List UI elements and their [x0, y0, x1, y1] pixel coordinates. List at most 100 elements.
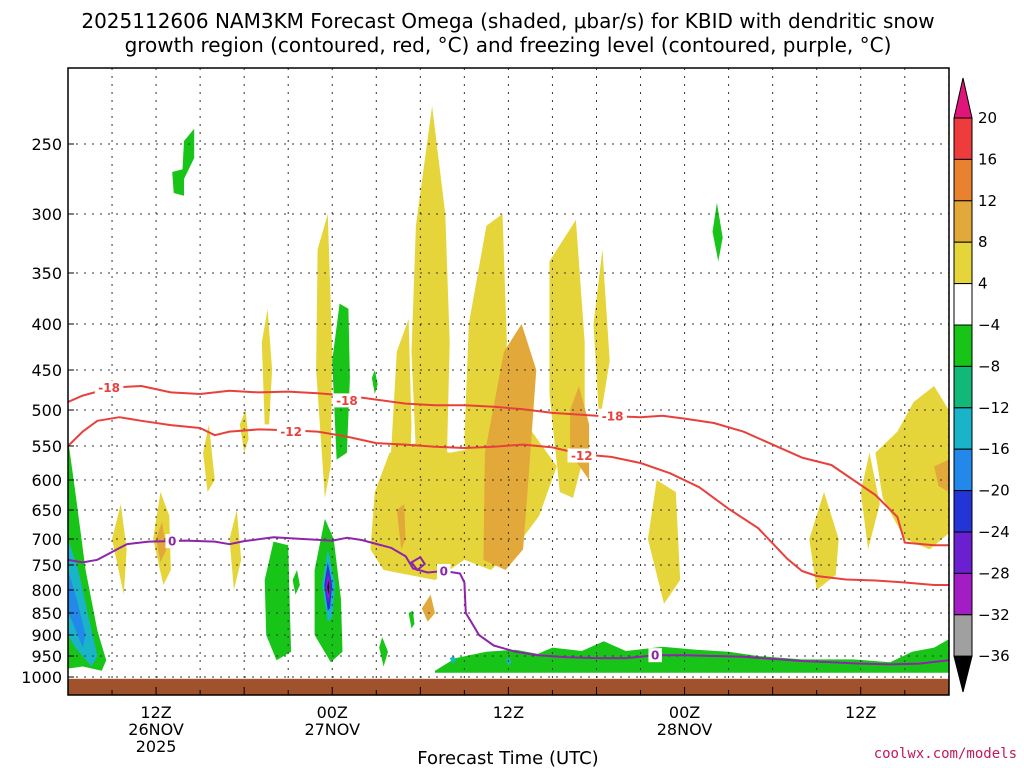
omega-region-11: [229, 510, 242, 590]
omega-region-21: [934, 459, 949, 492]
contour-label-3: -18: [336, 394, 358, 408]
y-tick-label-5: 500: [31, 401, 62, 420]
omega-region-5: [593, 249, 610, 425]
omega-region-10: [112, 504, 127, 595]
colorbar-label-1: 16: [978, 150, 997, 168]
x-tick-label-0-2: 2025: [136, 737, 177, 756]
chart-title-line-2: growth region (contoured, red, °C) and f…: [125, 33, 892, 57]
colorbar-bin-3: [953, 200, 973, 243]
y-tick-label-6: 550: [31, 437, 62, 456]
colorbar-label-13: −36: [978, 647, 1010, 665]
colorbar-label-7: −12: [978, 399, 1010, 417]
colorbar-bin-12: [953, 572, 973, 616]
omega-region-20: [396, 504, 406, 550]
omega-region-23: [172, 128, 195, 196]
contour-label-bg-4: [598, 408, 627, 423]
omega-shading: [68, 106, 949, 673]
omega-colorbar: 20 16 12 8 4 −4 −8 −12 −16 −20 −24 −28 −32 −36: [953, 77, 1010, 693]
contour-label-bg-5: [567, 448, 597, 463]
colorbar-label-3: 8: [978, 233, 988, 251]
colorbar-bin-2: [953, 158, 973, 202]
x-tick-label-4-0: 12Z: [845, 703, 876, 722]
x-tick-label-1-0: 00Z: [317, 703, 348, 722]
x-tick-label-1-1: 27NOV: [304, 720, 360, 739]
omega-region-7: [316, 214, 333, 498]
x-tick-label-2-0: 12Z: [493, 703, 524, 722]
credit-text: coolwx.com/models: [874, 746, 1017, 762]
omega-region-6: [261, 308, 273, 425]
omega-region-29: [292, 570, 300, 595]
omega-region-40: [327, 580, 330, 595]
y-tick-label-4: 450: [31, 361, 62, 380]
colorbar-label-5: −4: [978, 316, 1000, 334]
x-tick-label-3-1: 28NOV: [657, 720, 713, 739]
colorbar-bin-10: [953, 490, 973, 533]
contour-label-bg-1: [276, 424, 306, 439]
colorbar-label-4: 4: [978, 275, 988, 293]
contour-label-bg-0: [94, 380, 124, 395]
colorbar-label-11: −28: [978, 564, 1010, 582]
omega-region-35: [68, 570, 86, 648]
y-tick-label-12: 850: [31, 604, 62, 623]
contour-label-bg-6: [437, 564, 451, 578]
isotherm-line-0: [68, 385, 949, 547]
isotherm-line-2: [68, 536, 949, 666]
omega-region-30: [379, 637, 388, 667]
contour-label-5: -12: [571, 449, 593, 463]
plot-area: -18 -12 0 -18 -18 -12 0 0: [68, 68, 949, 695]
x-tick-label-0-1: 26NOV: [128, 720, 184, 739]
omega-region-8: [203, 424, 215, 492]
freezing-level-loop: [410, 555, 427, 572]
x-tick-label-3-0: 00Z: [669, 703, 700, 722]
y-tick-label-1: 300: [31, 205, 62, 224]
colorbar-bottom-arrow: [953, 655, 973, 693]
omega-region-0: [411, 106, 450, 552]
x-tick-label-0-0: 12Z: [140, 703, 171, 722]
colorbar-label-9: −20: [978, 482, 1010, 500]
omega-region-17: [483, 324, 537, 570]
omega-region-31: [408, 610, 415, 629]
colorbar-bin-5: [953, 283, 973, 326]
colorbar-label-0: 20: [978, 109, 997, 127]
colorbar-bin-8: [953, 407, 973, 450]
colorbar-label-2: 12: [978, 192, 997, 210]
omega-region-27: [264, 541, 292, 661]
omega-region-13: [647, 480, 681, 604]
omega-region-22: [421, 594, 435, 622]
omega-region-15: [875, 386, 949, 550]
omega-region-34: [68, 539, 98, 667]
chart-title-line-1: 2025112606 NAM3KM Forecast Omega (shaded…: [81, 9, 934, 33]
colorbar-bin-4: [953, 241, 973, 285]
y-tick-label-0: 250: [31, 135, 62, 154]
colorbar-bin-7: [953, 365, 973, 409]
y-tick-label-8: 650: [31, 501, 62, 520]
colorbar-bin-11: [953, 531, 973, 574]
y-tick-label-9: 700: [31, 530, 62, 549]
contour-label-2: 0: [168, 535, 176, 549]
colorbar-bin-9: [953, 448, 973, 492]
contour-label-bg-2: [165, 534, 179, 549]
omega-region-16: [860, 452, 880, 550]
y-tick-label-7: 600: [31, 471, 62, 490]
colorbar-label-8: −16: [978, 440, 1010, 458]
y-tick-label-13: 900: [31, 626, 62, 645]
y-tick-label-10: 750: [31, 556, 62, 575]
omega-region-24: [332, 303, 350, 460]
contour-label-4: -18: [602, 409, 624, 423]
omega-region-26: [712, 202, 723, 262]
contour-label-bg-3: [332, 393, 362, 408]
y-tick-label-3: 400: [31, 315, 62, 334]
omega-region-41: [449, 656, 456, 664]
grid-lines: [68, 68, 949, 695]
y-tick-label-15: 1000: [21, 668, 62, 687]
colorbar-label-6: −8: [978, 357, 1000, 375]
contour-label-bg-7: [648, 648, 662, 663]
colorbar-label-10: −24: [978, 523, 1010, 541]
y-tick-label-14: 950: [31, 647, 62, 666]
isotherm-line-1: [68, 416, 949, 586]
contour-label-1: -12: [280, 425, 302, 439]
x-axis-title: Forecast Time (UTC): [417, 748, 598, 768]
colorbar-bin-1: [953, 117, 973, 160]
